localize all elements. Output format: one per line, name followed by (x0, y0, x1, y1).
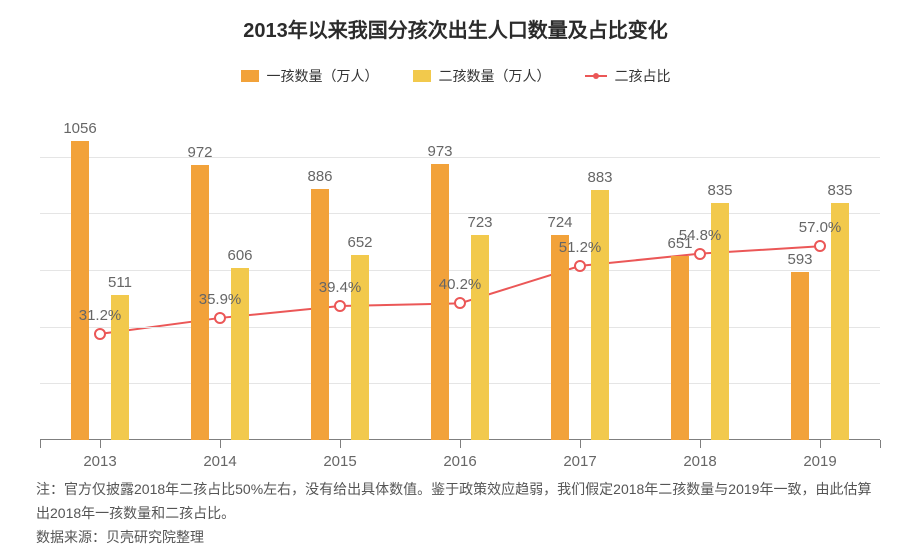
line-point (334, 300, 346, 312)
gridline (40, 157, 880, 158)
bar (831, 203, 849, 440)
x-tick (100, 440, 101, 448)
line-point (454, 297, 466, 309)
x-tick (40, 440, 41, 448)
bar (311, 189, 329, 440)
legend-swatch (413, 70, 431, 82)
x-axis-label: 2017 (563, 453, 596, 470)
bar-value-label: 593 (787, 251, 812, 268)
legend-item: 一孩数量（万人） (241, 66, 379, 86)
line-value-label: 54.8% (679, 227, 722, 244)
chart-title: 2013年以来我国分孩次出生人口数量及占比变化 (0, 14, 911, 43)
line-value-label: 39.4% (319, 279, 362, 296)
footer-source: 数据来源：贝壳研究院整理 (36, 526, 875, 549)
x-tick (340, 440, 341, 448)
legend-label: 二孩数量（万人） (439, 66, 551, 86)
chart-container: 2013年以来我国分孩次出生人口数量及占比变化 一孩数量（万人） 二孩数量（万人）… (0, 0, 911, 548)
legend-item: 二孩数量（万人） (413, 66, 551, 86)
bar-value-label: 835 (707, 182, 732, 199)
legend: 一孩数量（万人） 二孩数量（万人） 二孩占比 (0, 66, 911, 86)
gridline (40, 270, 880, 271)
x-axis-label: 2015 (323, 453, 356, 470)
legend-swatch (241, 70, 259, 82)
line-point (694, 248, 706, 260)
x-axis-label: 2019 (803, 453, 836, 470)
bar-value-label: 973 (427, 143, 452, 160)
bar (551, 235, 569, 440)
bar-value-label: 1056 (63, 120, 96, 137)
line-point (214, 312, 226, 324)
x-axis-label: 2014 (203, 453, 236, 470)
bar-value-label: 652 (347, 234, 372, 251)
bar (591, 190, 609, 440)
line-point (574, 260, 586, 272)
gridline (40, 327, 880, 328)
bar (471, 235, 489, 440)
x-tick (880, 440, 881, 448)
bar (71, 141, 89, 440)
bar-value-label: 606 (227, 247, 252, 264)
bar-value-label: 724 (547, 214, 572, 231)
line-value-label: 31.2% (79, 307, 122, 324)
x-tick (580, 440, 581, 448)
bar-value-label: 886 (307, 168, 332, 185)
x-tick (220, 440, 221, 448)
bar (431, 164, 449, 440)
bar (791, 272, 809, 440)
x-axis-label: 2018 (683, 453, 716, 470)
line-value-label: 51.2% (559, 239, 602, 256)
x-tick (700, 440, 701, 448)
bar (671, 256, 689, 440)
bar-value-label: 972 (187, 144, 212, 161)
legend-label: 二孩占比 (615, 66, 671, 86)
plot-area: 2013201420152016201720182019105697288697… (40, 100, 880, 440)
x-axis-label: 2013 (83, 453, 116, 470)
bar-value-label: 511 (108, 274, 132, 291)
gridline (40, 213, 880, 214)
legend-item: 二孩占比 (585, 66, 671, 86)
bar-value-label: 723 (467, 214, 492, 231)
legend-label: 一孩数量（万人） (267, 66, 379, 86)
line-value-label: 40.2% (439, 276, 482, 293)
gridline (40, 383, 880, 384)
legend-line-swatch (585, 75, 607, 77)
x-tick (820, 440, 821, 448)
x-tick (460, 440, 461, 448)
line-value-label: 57.0% (799, 219, 842, 236)
x-axis-label: 2016 (443, 453, 476, 470)
bar-value-label: 835 (827, 182, 852, 199)
footer-note: 注：官方仅披露2018年二孩占比50%左右，没有给出具体数值。鉴于政策效应趋弱，… (36, 478, 875, 526)
line-value-label: 35.9% (199, 291, 242, 308)
chart-footer: 注：官方仅披露2018年二孩占比50%左右，没有给出具体数值。鉴于政策效应趋弱，… (36, 478, 875, 549)
bar-value-label: 883 (587, 169, 612, 186)
line-point (94, 328, 106, 340)
line-point (814, 240, 826, 252)
